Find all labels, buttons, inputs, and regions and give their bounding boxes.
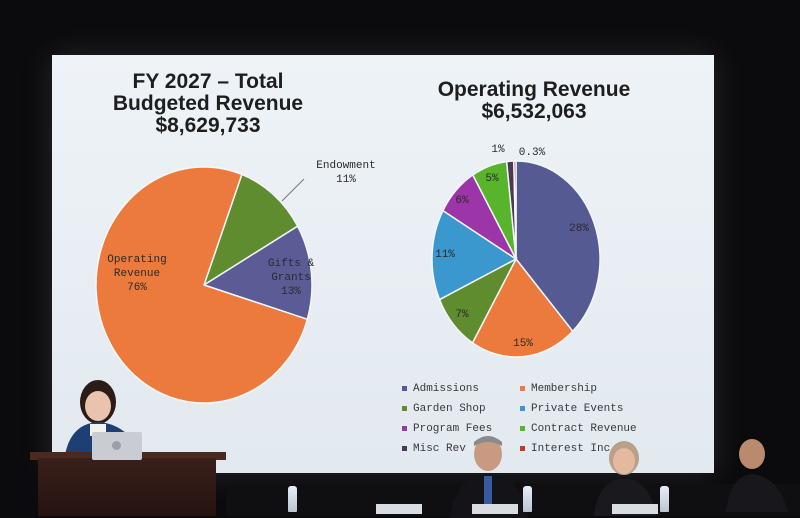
left-label-operating-l1: Operating [107, 254, 167, 266]
left-label-operating-l3: 76% [127, 282, 147, 294]
right-title-line-2: $6,532,063 [481, 100, 587, 123]
right-label-admissions: 28% [569, 223, 589, 235]
legend-label: Contract Revenue [531, 423, 637, 435]
right-label-private-events: 11% [435, 249, 455, 261]
endowment-leader-line [281, 178, 305, 202]
legend-swatch [520, 425, 525, 431]
right-pie-chart [431, 160, 601, 358]
right-pie-slice-interest-income [513, 160, 517, 260]
left-label-operating: Operating Revenue 76% [92, 253, 182, 295]
name-placard [612, 504, 658, 514]
legend-label: Admissions [413, 383, 480, 395]
legend-item: Misc Rev [402, 443, 466, 455]
legend-label: Program Fees [413, 423, 493, 435]
podium [38, 458, 216, 516]
left-label-endowment: Endowment 11% [306, 159, 386, 187]
legend-swatch [520, 405, 525, 411]
left-title-line-2: Budgeted Revenue [112, 92, 304, 115]
right-label-garden-shop: 7% [455, 309, 469, 321]
left-pie-slice-operating-revenue [95, 166, 309, 404]
legend-label: Private Events [531, 403, 624, 415]
right-pie-slice-membership [471, 257, 574, 358]
left-pie-slice-gifts-grants [202, 225, 313, 321]
name-placard [376, 504, 422, 514]
right-pie-slice-admissions [515, 160, 601, 333]
legend-swatch [402, 425, 407, 431]
left-pie-chart [95, 166, 313, 404]
right-label-misc-revenue: 1% [491, 144, 505, 156]
water-bottle [660, 486, 669, 512]
right-label-program-fees: 6% [455, 195, 469, 207]
legend-swatch [402, 385, 407, 391]
water-bottle [523, 486, 532, 512]
legend-swatch [520, 445, 525, 451]
left-title-line-3: $8,629,733 [155, 114, 261, 137]
projection-screen: FY 2027 – Total Budgeted Revenue $8,629,… [52, 55, 714, 473]
right-chart-title: Operating Revenue $6,532,063 [404, 79, 664, 123]
left-title-line-1: FY 2027 – Total [132, 70, 284, 93]
legend-item: Interest Inc [520, 443, 610, 455]
right-label-contract-revenue: 5% [485, 173, 499, 185]
laptop [92, 432, 142, 460]
legend-item: Admissions [402, 383, 479, 395]
legend-item: Membership [520, 383, 597, 395]
legend-label: Garden Shop [413, 403, 486, 415]
name-placard [472, 504, 518, 514]
left-label-gifts-l3: 13% [281, 286, 301, 298]
legend-swatch [402, 445, 407, 451]
left-label-operating-l2: Revenue [113, 268, 161, 280]
legend-item: Program Fees [402, 423, 492, 435]
legend-swatch [402, 405, 407, 411]
left-label-endowment-l2: 11% [336, 174, 356, 186]
water-bottle [288, 486, 297, 512]
legend-label: Misc Rev [413, 443, 466, 455]
apple-logo-icon [112, 441, 121, 450]
left-label-gifts-l1: Gifts & [267, 258, 315, 270]
legend-swatch [520, 385, 525, 391]
left-pie-slice-endowment [202, 173, 299, 287]
right-title-line-1: Operating Revenue [437, 78, 631, 101]
legend-label: Membership [531, 383, 598, 395]
right-label-interest-income: 0.3% [518, 147, 546, 159]
legend-item: Garden Shop [402, 403, 486, 415]
legend-item: Contract Revenue [520, 423, 637, 435]
left-label-gifts-l2: Grants [271, 272, 311, 284]
legend-item: Private Events [520, 403, 623, 415]
legend-label: Interest Inc [531, 443, 611, 455]
left-label-gifts: Gifts & Grants 13% [256, 257, 326, 299]
left-label-endowment-l1: Endowment [316, 160, 376, 172]
panelist-man-right [726, 439, 788, 512]
right-label-membership: 15% [513, 338, 533, 350]
right-pie-slice-private-events [431, 209, 518, 301]
left-chart-title: FY 2027 – Total Budgeted Revenue $8,629,… [98, 71, 318, 137]
